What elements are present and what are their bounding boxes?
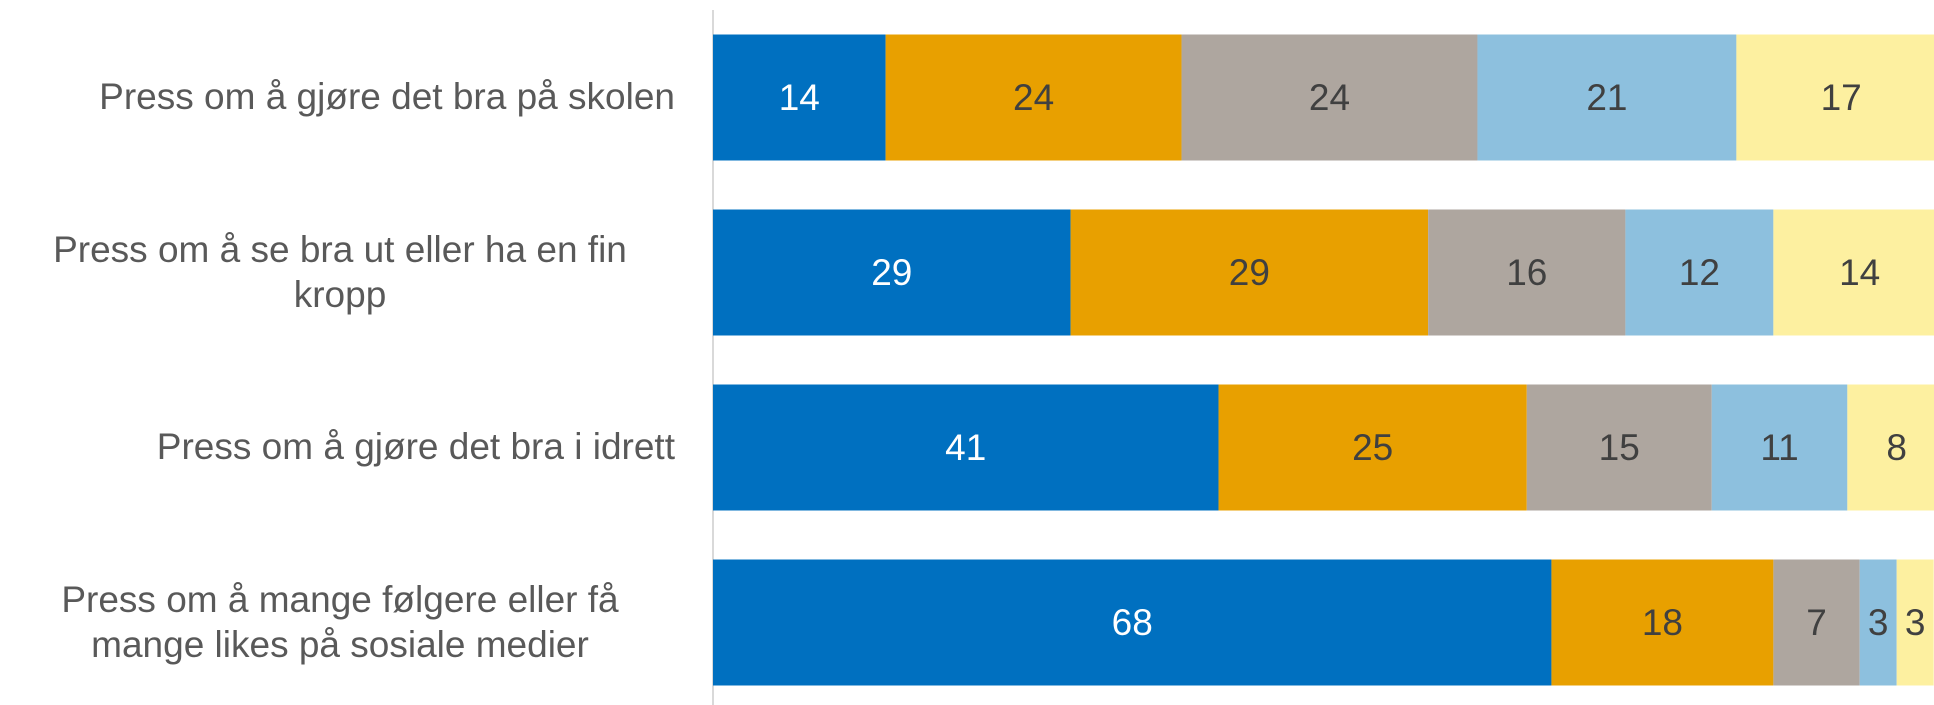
category-label: Press om å se bra ut eller ha en fin kro… <box>53 229 627 315</box>
data-label: 3 <box>1868 602 1889 643</box>
bar-segment <box>1070 209 1429 336</box>
bar-segment <box>1625 209 1774 336</box>
category-label-box: Press om å gjøre det bra i idrett <box>5 365 675 531</box>
category-label-wrap: Press om å gjøre det bra på skolen <box>5 15 675 181</box>
bar-segment <box>713 384 1219 511</box>
bar-segment <box>885 34 1182 161</box>
bar-segment <box>1773 209 1934 336</box>
data-label: 18 <box>1642 602 1683 643</box>
data-label: 15 <box>1599 427 1640 468</box>
category-label-wrap: Press om å se bra ut eller ha en fin kro… <box>5 190 675 356</box>
bar-segment <box>1551 559 1774 686</box>
category-label-wrap: Press om å mange følgere eller få mange … <box>5 540 675 705</box>
bar-segment <box>1428 209 1626 336</box>
data-label: 8 <box>1886 427 1907 468</box>
data-label: 24 <box>1309 77 1350 118</box>
data-label: 16 <box>1506 252 1547 293</box>
data-label: 12 <box>1679 252 1720 293</box>
bar-segment <box>1773 559 1860 686</box>
category-label-box: Press om å gjøre det bra på skolen <box>5 15 675 181</box>
bar-segment <box>1181 34 1478 161</box>
data-label: 7 <box>1806 602 1827 643</box>
data-label: 29 <box>1229 252 1270 293</box>
data-label: 14 <box>1839 252 1880 293</box>
data-label: 11 <box>1760 427 1798 468</box>
data-label: 3 <box>1905 602 1926 643</box>
bar-segment <box>713 34 886 161</box>
bar-segment <box>1477 34 1737 161</box>
bar-segment <box>1736 34 1934 161</box>
data-label: 68 <box>1112 602 1153 643</box>
data-label: 14 <box>779 77 820 118</box>
data-label: 21 <box>1586 77 1627 118</box>
bar-segment <box>1218 384 1527 511</box>
category-label: Press om å gjøre det bra på skolen <box>99 76 675 118</box>
bar-segment <box>1847 384 1934 511</box>
data-label: 29 <box>871 252 912 293</box>
bar-segment <box>1711 384 1848 511</box>
data-label: 41 <box>945 427 986 468</box>
bar-segment <box>713 559 1552 686</box>
data-label: 25 <box>1352 427 1393 468</box>
category-label-box: Press om å se bra ut eller ha en fin kro… <box>5 190 675 356</box>
bar-segment <box>1859 559 1897 686</box>
bar-segment <box>1896 559 1934 686</box>
category-label-wrap: Press om å gjøre det bra i idrett <box>5 365 675 531</box>
data-label: 17 <box>1821 77 1862 118</box>
bar-segment <box>1526 384 1712 511</box>
category-label-box: Press om å mange følgere eller få mange … <box>5 540 675 705</box>
category-label: Press om å mange følgere eller få mange … <box>61 579 619 665</box>
category-label: Press om å gjøre det bra i idrett <box>156 426 675 468</box>
data-label: 24 <box>1013 77 1054 118</box>
bar-segment <box>713 209 1071 336</box>
